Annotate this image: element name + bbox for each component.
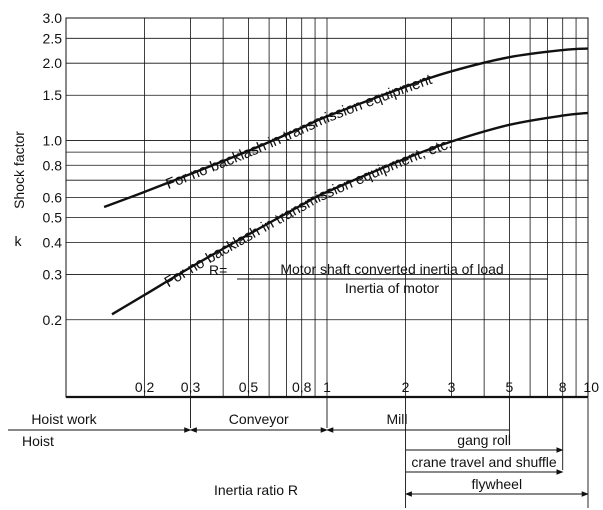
y-tick-label: 2.0 [43,55,63,71]
x-tick-label: 0,3 [181,379,201,395]
series-label-text-1: For no backlash in transmission equipmen… [163,71,435,193]
series-label-1: For no backlash in transmission equipmen… [163,71,435,193]
y-tick-label: 1.5 [43,87,63,103]
formula-numerator: Motor shaft converted inertia of load [280,261,503,277]
range-label: Hoist work [31,411,97,427]
grid-layer: 0.2 0.3 0.4 0.5 0.6 0.8 1.0 1.5 2.0 2.5 3.0 0,2 0,3 0… [43,10,599,399]
y-tick-label: 0.4 [43,235,63,251]
x-tick-label: 2 [402,379,410,395]
y-tick-label: 0.6 [43,189,63,205]
x-tick-label: 0,5 [239,379,259,395]
y-tick-label: 0.5 [43,210,63,226]
formula: R= Motor shaft converted inertia of load… [209,261,548,296]
x-tick-label: 5 [506,379,514,395]
y-tick-label: 0.2 [43,312,63,328]
y-tick-label: 2.5 [43,30,63,46]
range-label: flywheel [471,476,522,492]
series-line-1 [103,47,589,209]
y-tick-label: 0.8 [43,157,63,173]
x-tick-label: 10 [583,379,599,395]
formula-denominator: Inertia of motor [345,280,439,296]
x-tick-label: 8 [559,379,567,395]
series-line-2 [111,111,589,316]
range-label: Conveyor [229,411,289,427]
x-tick-label: 0,8 [292,379,312,395]
x-tick-label: 3 [448,379,456,395]
range-layer: Hoist work Conveyor Mill Hoist gang roll cran… [8,398,589,508]
range-label: Hoist [22,433,54,449]
y-axis-symbol: k [15,233,23,249]
range-label: crane travel and shuffle [411,454,556,470]
x-tick-label: 0,2 [135,379,155,395]
curve-layer [103,47,589,316]
x-axis-label: Inertia ratio R [214,482,298,498]
y-tick-label: 3.0 [43,10,63,26]
range-label: Mill [387,411,408,427]
formula-prefix: R= [209,262,227,278]
y-tick-label: 0.3 [43,267,63,283]
x-tick-label: 1 [323,379,331,395]
y-tick-label: 1.0 [43,132,63,148]
range-label: gang roll [457,432,511,448]
y-axis-label: Shock factor [11,131,27,209]
